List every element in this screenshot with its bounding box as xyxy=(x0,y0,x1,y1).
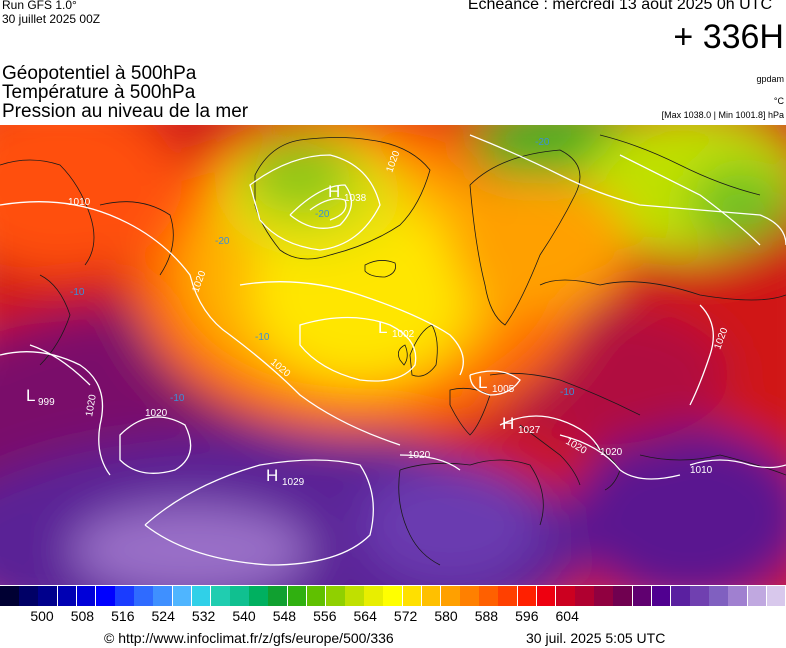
footer-date: 30 juil. 2025 5:05 UTC xyxy=(526,630,666,646)
low-pressure-letter: L xyxy=(478,373,487,392)
scale-swatch xyxy=(440,586,461,606)
scale-swatch xyxy=(632,586,653,606)
scale-tick-label: 588 xyxy=(474,608,499,624)
scale-swatch xyxy=(498,586,519,606)
isobar-label: 1020 xyxy=(145,408,168,419)
forecast-valid-time: Echéance : mercredi 13 aout 2025 0h UTC xyxy=(467,0,772,13)
scale-swatch xyxy=(670,586,691,606)
scale-swatch xyxy=(306,586,327,606)
isobar-label: 1010 xyxy=(68,197,91,208)
scale-tick-label: 524 xyxy=(151,608,175,624)
scale-tick-label: 540 xyxy=(232,608,256,624)
isobar-label: 1020 xyxy=(600,447,623,458)
high-pressure-letter: H xyxy=(502,414,514,433)
scale-swatch xyxy=(287,586,308,606)
isobar-label: 1020 xyxy=(408,450,431,461)
low-pressure-letter: L xyxy=(378,318,387,337)
scale-tick-label: 508 xyxy=(70,608,95,624)
scale-swatch xyxy=(651,586,672,606)
temp-label: -10 xyxy=(560,387,575,398)
isobar-label: 1010 xyxy=(690,465,713,476)
center-pressure: 1038 xyxy=(344,193,367,204)
scale-swatch xyxy=(555,586,576,606)
scale-swatch xyxy=(460,586,480,606)
scale-swatch xyxy=(115,586,135,606)
scale-swatch xyxy=(766,586,786,606)
scale-swatch xyxy=(134,586,154,606)
scale-swatch xyxy=(536,586,557,606)
temp-label: -20 xyxy=(535,137,550,148)
temp-label: -20 xyxy=(215,236,230,247)
low-pressure-letter: L xyxy=(26,386,35,405)
scale-swatch xyxy=(421,586,442,606)
center-pressure: 999 xyxy=(38,397,55,408)
source-url: © http://www.infoclimat.fr/z/gfs/europe/… xyxy=(104,630,394,646)
scale-swatch xyxy=(57,586,78,606)
center-pressure: 1002 xyxy=(392,329,415,340)
scale-tick-label: 556 xyxy=(313,608,337,624)
high-pressure-letter: H xyxy=(328,182,340,201)
scale-swatch xyxy=(690,586,710,606)
weather-map: -20 -20 -10 -10 -20 -10 -10 1010 1020 10… xyxy=(0,125,786,585)
scale-swatch xyxy=(517,586,538,606)
scale-swatch xyxy=(479,586,499,606)
unit-gpdam: gpdam xyxy=(756,74,784,84)
high-pressure-letter: H xyxy=(266,466,278,485)
isobar-label: 1020 xyxy=(84,393,99,417)
field-temperature: Température à 500hPa xyxy=(2,82,196,103)
scale-tick-label: 516 xyxy=(111,608,135,624)
field-pressure: Pression au niveau de la mer xyxy=(2,101,249,122)
scale-swatch xyxy=(172,586,193,606)
scale-tick-label: 500 xyxy=(30,608,54,624)
scale-tick-label: 580 xyxy=(434,608,458,624)
scale-swatch xyxy=(230,586,250,606)
scale-swatch xyxy=(575,586,595,606)
temp-label: -20 xyxy=(315,209,330,220)
scale-swatch xyxy=(268,586,289,606)
scale-tick-label: 532 xyxy=(191,608,216,624)
scale-swatch xyxy=(325,586,346,606)
scale-swatch xyxy=(76,586,97,606)
scale-swatch xyxy=(19,586,39,606)
temp-label: -10 xyxy=(70,287,85,298)
scale-swatch xyxy=(709,586,729,606)
field-geopotential: Géopotentiel à 500hPa xyxy=(2,63,197,84)
scale-swatch xyxy=(345,586,365,606)
scale-labels: 500 508 516 524 532 540 548 556 564 572 580 588 596 6… xyxy=(0,608,786,628)
scale-swatch xyxy=(402,586,423,606)
center-pressure: 1029 xyxy=(282,477,305,488)
forecast-horizon: + 336H xyxy=(673,18,784,56)
scale-tick-label: 548 xyxy=(272,608,297,624)
scale-swatch xyxy=(95,586,116,606)
unit-celsius: °C xyxy=(773,96,784,106)
scale-swatch xyxy=(364,586,384,606)
temp-label: -10 xyxy=(170,393,185,404)
pressure-range: [Max 1038.0 | Min 1001.8] hPa xyxy=(661,110,784,120)
run-label: Run GFS 1.0° xyxy=(2,0,77,12)
scale-swatch xyxy=(38,586,58,606)
scale-swatch xyxy=(728,586,749,606)
run-date: 30 juillet 2025 00Z xyxy=(2,12,101,26)
scale-swatch xyxy=(747,586,768,606)
scale-swatch xyxy=(613,586,634,606)
color-scale xyxy=(0,586,786,606)
scale-tick-label: 596 xyxy=(515,608,539,624)
scale-tick-label: 572 xyxy=(393,608,418,624)
scale-swatch xyxy=(210,586,231,606)
center-pressure: 1027 xyxy=(518,425,541,436)
scale-swatch xyxy=(594,586,614,606)
center-pressure: 1005 xyxy=(492,384,515,395)
scale-swatch xyxy=(0,586,20,606)
scale-swatch xyxy=(383,586,404,606)
temp-label: -10 xyxy=(255,332,270,343)
scale-tick-label: 604 xyxy=(555,608,579,624)
scale-tick-label: 564 xyxy=(353,608,377,624)
scale-swatch xyxy=(191,586,212,606)
scale-swatch xyxy=(153,586,174,606)
scale-swatch xyxy=(249,586,269,606)
